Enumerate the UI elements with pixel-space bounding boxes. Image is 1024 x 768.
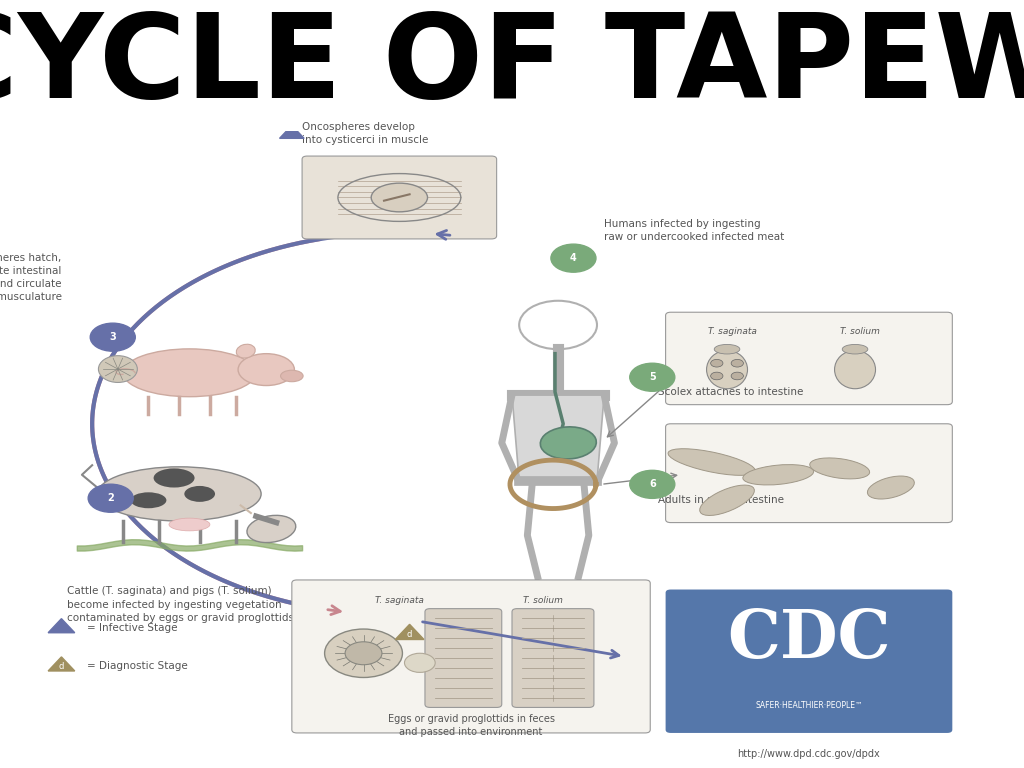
Ellipse shape [699, 485, 755, 515]
Circle shape [711, 372, 723, 380]
Ellipse shape [131, 492, 166, 508]
Text: T. saginata: T. saginata [375, 596, 424, 605]
Text: d: d [58, 662, 65, 671]
Text: http://www.dpd.cdc.gov/dpdx: http://www.dpd.cdc.gov/dpdx [737, 749, 881, 759]
Circle shape [731, 372, 743, 380]
Text: = Infective Stage: = Infective Stage [87, 623, 177, 633]
Ellipse shape [184, 486, 215, 502]
FancyBboxPatch shape [666, 424, 952, 522]
Circle shape [325, 629, 402, 677]
Text: LIFECYCLE OF TAPEWORM: LIFECYCLE OF TAPEWORM [0, 8, 1024, 123]
Circle shape [711, 359, 723, 367]
FancyBboxPatch shape [292, 580, 650, 733]
Text: Humans infected by ingesting
raw or undercooked infected meat: Humans infected by ingesting raw or unde… [604, 219, 784, 242]
Ellipse shape [668, 449, 756, 475]
Ellipse shape [281, 370, 303, 382]
Text: Adults in small intestine: Adults in small intestine [658, 495, 784, 505]
Circle shape [731, 359, 743, 367]
Text: CDC: CDC [727, 607, 891, 672]
Circle shape [630, 470, 675, 498]
FancyBboxPatch shape [425, 608, 502, 707]
Polygon shape [280, 125, 304, 138]
FancyBboxPatch shape [671, 593, 947, 730]
Ellipse shape [123, 349, 256, 397]
Text: Oncospheres hatch,
penetrate intestinal
wall, and circulate
to musculature: Oncospheres hatch, penetrate intestinal … [0, 253, 61, 302]
Ellipse shape [247, 515, 296, 542]
Ellipse shape [371, 183, 428, 212]
Ellipse shape [238, 354, 295, 386]
Polygon shape [512, 395, 604, 481]
Text: 2: 2 [108, 493, 114, 503]
Polygon shape [48, 619, 75, 633]
Text: 5: 5 [649, 372, 655, 382]
Ellipse shape [842, 344, 867, 354]
Ellipse shape [867, 476, 914, 499]
Text: 3: 3 [110, 333, 116, 343]
Text: 4: 4 [570, 253, 577, 263]
FancyBboxPatch shape [302, 156, 497, 239]
Text: T. saginata: T. saginata [708, 327, 757, 336]
Ellipse shape [810, 458, 869, 479]
Text: Eggs or gravid proglottids in feces
and passed into environment: Eggs or gravid proglottids in feces and … [387, 713, 555, 737]
Polygon shape [395, 624, 424, 640]
Text: T. solium: T. solium [841, 327, 880, 336]
Text: T. solium: T. solium [523, 596, 562, 605]
Text: 6: 6 [649, 479, 655, 489]
FancyBboxPatch shape [666, 313, 952, 405]
Ellipse shape [835, 350, 876, 389]
FancyBboxPatch shape [666, 590, 952, 733]
Text: Cattle (T. saginata) and pigs (T. solium)
become infected by ingesting vegetatio: Cattle (T. saginata) and pigs (T. solium… [67, 586, 294, 623]
Circle shape [551, 244, 596, 272]
Circle shape [630, 363, 675, 391]
Ellipse shape [97, 467, 261, 521]
Ellipse shape [98, 356, 137, 382]
Circle shape [90, 323, 135, 351]
Ellipse shape [742, 465, 814, 485]
Text: = Diagnostic Stage: = Diagnostic Stage [87, 661, 187, 671]
Ellipse shape [541, 427, 596, 459]
Ellipse shape [707, 350, 748, 389]
Text: SAFER·HEALTHIER·PEOPLE™: SAFER·HEALTHIER·PEOPLE™ [755, 700, 863, 710]
Text: Scolex attaches to intestine: Scolex attaches to intestine [658, 387, 804, 398]
Ellipse shape [715, 344, 739, 354]
Text: d: d [407, 630, 413, 639]
Polygon shape [48, 657, 75, 671]
Circle shape [88, 484, 133, 512]
FancyBboxPatch shape [512, 608, 594, 707]
Ellipse shape [154, 468, 195, 488]
Ellipse shape [237, 344, 255, 358]
Circle shape [404, 654, 435, 673]
Circle shape [345, 642, 382, 665]
Text: Oncospheres develop
into cysticerci in muscle: Oncospheres develop into cysticerci in m… [302, 122, 428, 145]
Ellipse shape [169, 518, 210, 531]
